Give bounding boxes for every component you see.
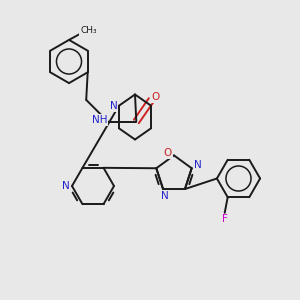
Text: CH₃: CH₃ [80, 26, 97, 35]
Text: NH: NH [92, 115, 107, 125]
Text: N: N [161, 190, 168, 201]
Text: F: F [222, 214, 228, 224]
Text: N: N [61, 181, 69, 191]
Text: N: N [110, 101, 117, 111]
Text: N: N [194, 160, 202, 170]
Text: O: O [164, 148, 172, 158]
Text: O: O [152, 92, 160, 103]
